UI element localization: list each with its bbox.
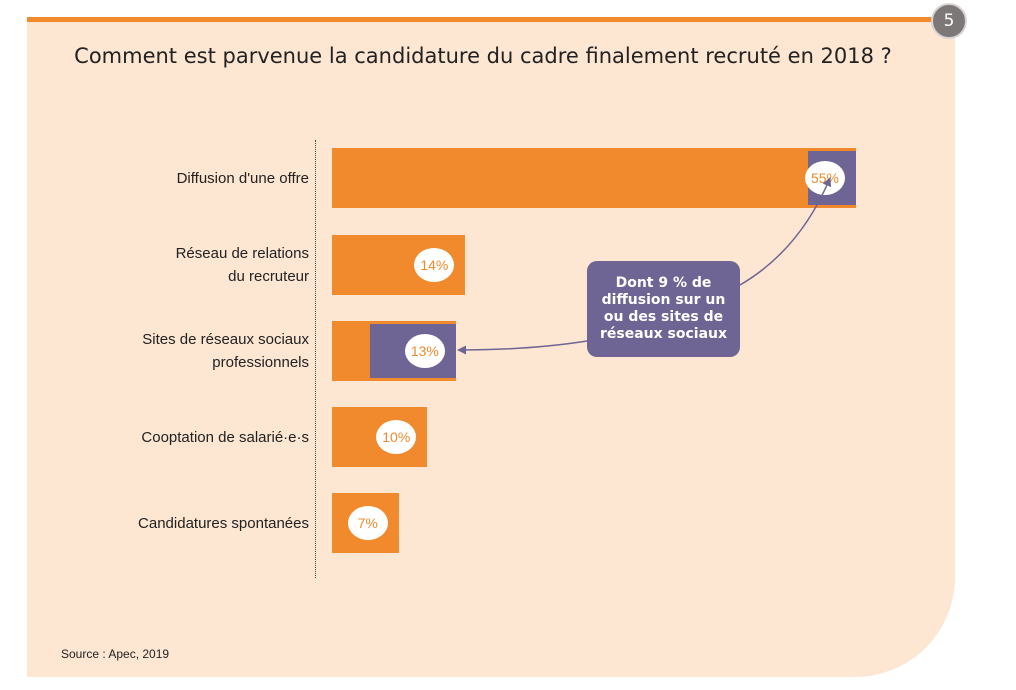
category-label: Sites de réseaux sociaux professionnels bbox=[142, 328, 309, 374]
category-label: Diffusion d'une offre bbox=[177, 167, 309, 190]
callout-box: Dont 9 % de diffusion sur un ou des site… bbox=[587, 261, 740, 357]
bar-value-label: 14% bbox=[414, 248, 455, 282]
category-label-line: Diffusion d'une offre bbox=[176, 169, 309, 187]
category-label: Candidatures spontanées bbox=[138, 512, 309, 535]
bar-value-label: 7% bbox=[347, 506, 388, 540]
bar bbox=[332, 148, 856, 208]
category-label-line: Réseau de relations bbox=[175, 245, 309, 262]
category-label-line: du recruteur bbox=[228, 268, 309, 285]
category-axis-line bbox=[315, 140, 316, 578]
bar-value-label: 55% bbox=[805, 161, 845, 195]
bar-value-label: 10% bbox=[376, 420, 417, 454]
header-rule bbox=[27, 17, 935, 22]
callout-line: Dont 9 % de bbox=[615, 275, 712, 291]
category-label: Cooptation de salarié·e·s bbox=[141, 426, 309, 449]
category-label-line: Sites de réseaux sociaux bbox=[142, 331, 309, 348]
bar-value-label: 13% bbox=[404, 334, 445, 368]
callout-line: diffusion sur un bbox=[601, 292, 726, 308]
category-label: Réseau de relations du recruteur bbox=[176, 242, 309, 288]
category-label-line: Cooptation de salarié·e·s bbox=[141, 428, 309, 446]
chart-title: Comment est parvenue la candidature du c… bbox=[74, 44, 892, 68]
category-label-line: Candidatures spontanées bbox=[138, 514, 309, 532]
category-label-line: professionnels bbox=[212, 354, 309, 371]
callout-line: réseaux sociaux bbox=[599, 326, 728, 342]
source-note: Source : Apec, 2019 bbox=[61, 647, 170, 661]
page-number-badge: 5 bbox=[931, 3, 967, 39]
callout-line: ou des sites de bbox=[603, 309, 724, 325]
